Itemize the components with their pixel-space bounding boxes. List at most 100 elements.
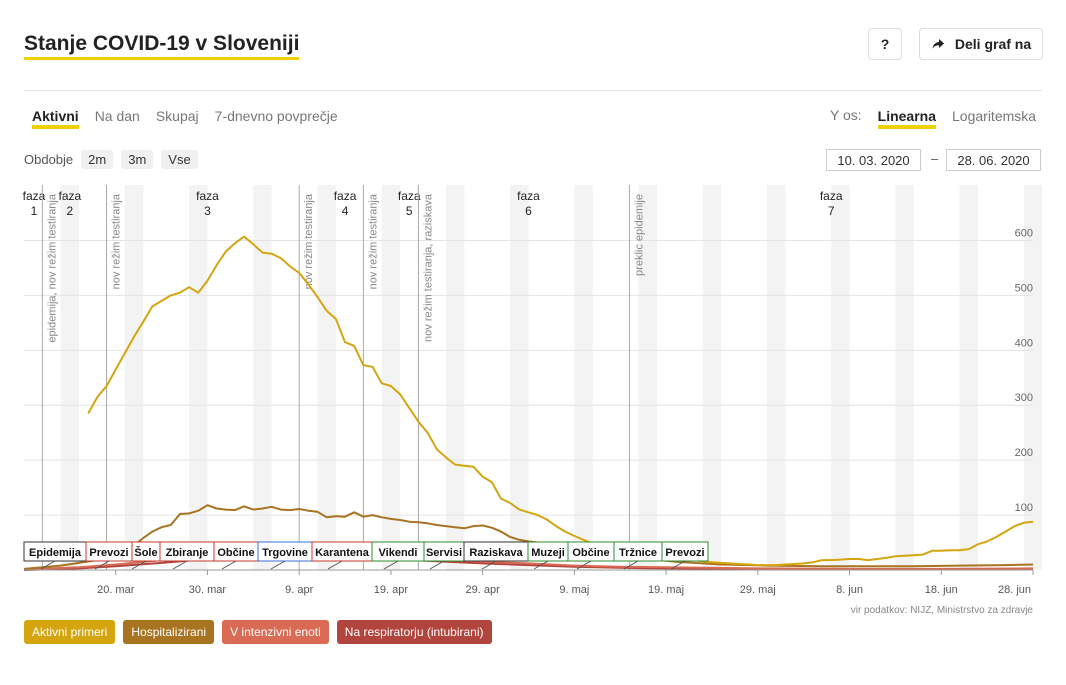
measure-label: Občine — [217, 547, 254, 559]
weekend-stripe — [317, 185, 327, 570]
y-tick-label: 300 — [1015, 392, 1033, 404]
phase-label: faza 4 — [334, 189, 357, 218]
phase-note: nov režim testiranja — [367, 193, 379, 289]
measure-connector — [623, 560, 639, 570]
measure-label: Prevozi — [89, 547, 128, 559]
y-tick-label: 200 — [1015, 447, 1033, 459]
weekend-stripe — [959, 185, 969, 570]
share-button[interactable]: Deli graf na — [919, 28, 1043, 60]
share-arrow-icon — [932, 39, 944, 49]
weekend-stripe — [904, 185, 914, 570]
y-axis-label: Y os: — [830, 107, 862, 123]
measure-connector — [40, 560, 56, 570]
chart-legend: Aktivni primeri Hospitalizirani V intenz… — [24, 620, 492, 644]
tab-skupaj[interactable]: Skupaj — [155, 108, 199, 124]
weekend-stripe — [519, 185, 529, 570]
measure-connector — [327, 560, 343, 570]
weekend-stripe — [895, 185, 905, 570]
data-source: vir podatkov: NIJZ, Ministrstvo za zdrav… — [850, 605, 1033, 616]
weekend-stripe — [69, 185, 80, 570]
x-tick-label: 19. apr — [374, 584, 409, 596]
tab-aktivni[interactable]: Aktivni — [32, 107, 79, 129]
phase-note: epidemija, nov režim testiranja — [46, 193, 58, 342]
measure-label: Servisi — [426, 547, 462, 559]
period-selector: Obdobje 2m 3m Vse — [24, 150, 198, 169]
measure-label: Trgovine — [262, 547, 308, 559]
measure-connector — [576, 560, 592, 570]
measure-connector — [131, 560, 147, 570]
measure-connector — [270, 560, 286, 570]
measure-connector — [481, 560, 497, 570]
y-tick-label: 600 — [1015, 227, 1033, 239]
measure-label: Karantena — [315, 547, 370, 559]
measure-label: Zbiranje — [166, 547, 209, 559]
measure-connector — [383, 560, 399, 570]
date-separator: – — [931, 151, 939, 166]
tab-logaritemska[interactable]: Logaritemska — [952, 108, 1037, 124]
tab-na-dan[interactable]: Na dan — [94, 108, 140, 124]
legend-respirator[interactable]: Na respiratorju (intubirani) — [336, 620, 492, 644]
series-line — [87, 235, 1034, 567]
weekend-stripe — [711, 185, 722, 570]
tab-7-dnevno[interactable]: 7-dnevno povprečje — [214, 108, 338, 124]
x-tick-label: 29. maj — [740, 584, 776, 596]
weekend-stripe — [831, 185, 841, 570]
page-title: Stanje COVID-19 v Sloveniji — [24, 32, 300, 60]
measure-connector — [94, 560, 110, 570]
phase-label: faza 2 — [59, 189, 82, 218]
x-tick-label: 29. apr — [466, 584, 501, 596]
y-tick-label: 500 — [1015, 282, 1033, 294]
weekend-stripe — [326, 185, 336, 570]
x-tick-label: 20. mar — [97, 584, 135, 596]
weekend-stripe — [390, 185, 401, 570]
y-tick-label: 100 — [1015, 502, 1033, 514]
phase-note: preklic epidemije — [633, 194, 645, 276]
date-to-input[interactable]: 28. 06. 2020 — [946, 149, 1041, 171]
measure-label: Občine — [572, 547, 609, 559]
header-divider — [24, 90, 1042, 91]
phase-note: nov režim testiranja — [111, 193, 123, 289]
legend-intenzivna-enota[interactable]: V intenzivni enoti — [222, 620, 329, 644]
x-tick-label: 28. jun — [998, 584, 1031, 596]
phase-label: faza 3 — [196, 189, 219, 218]
share-button-label: Deli graf na — [954, 36, 1032, 52]
weekend-stripe — [583, 185, 593, 570]
x-tick-label: 18. jun — [925, 584, 958, 596]
legend-hospitalizirani[interactable]: Hospitalizirani — [123, 620, 215, 644]
measure-connector — [670, 560, 686, 570]
x-tick-label: 30. mar — [189, 584, 227, 596]
view-tabs: Aktivni Na dan Skupaj 7-dnevno povprečje — [32, 107, 338, 129]
weekend-stripe — [968, 185, 978, 570]
weekend-stripe — [1033, 185, 1043, 570]
legend-aktivni-primeri[interactable]: Aktivni primeri — [24, 620, 116, 644]
weekend-stripe — [124, 185, 135, 570]
weekend-stripe — [1023, 185, 1033, 570]
weekend-stripe — [60, 185, 70, 570]
weekend-stripe — [638, 185, 648, 570]
phase-label: faza 6 — [517, 189, 540, 218]
measure-label: Šole — [134, 546, 157, 559]
phase-note: nov režim testiranja, raziskava — [422, 193, 434, 342]
measure-label: Raziskava — [469, 547, 523, 559]
period-label: Obdobje — [24, 152, 74, 167]
measure-label: Tržnice — [619, 547, 657, 559]
weekend-stripe — [198, 185, 208, 570]
period-all-button[interactable]: Vse — [161, 150, 198, 169]
help-button[interactable]: ? — [868, 28, 902, 60]
weekend-stripe — [134, 185, 144, 570]
weekend-stripe — [455, 185, 465, 570]
weekend-stripe — [776, 185, 786, 570]
x-tick-label: 9. maj — [559, 584, 589, 596]
weekend-stripe — [445, 185, 456, 570]
weekend-stripe — [766, 185, 777, 570]
measure-label: Prevozi — [665, 547, 704, 559]
phase-label: faza 1 — [23, 189, 46, 218]
period-2m-button[interactable]: 2m — [81, 150, 114, 169]
tab-linearna[interactable]: Linearna — [877, 107, 937, 129]
weekend-stripe — [647, 185, 657, 570]
y-axis-scale-control: Y os: Linearna Logaritemska — [830, 107, 1036, 129]
period-3m-button[interactable]: 3m — [121, 150, 154, 169]
measure-label: Muzeji — [531, 547, 565, 559]
date-from-input[interactable]: 10. 03. 2020 — [826, 149, 921, 171]
phase-label: faza 5 — [398, 189, 421, 218]
